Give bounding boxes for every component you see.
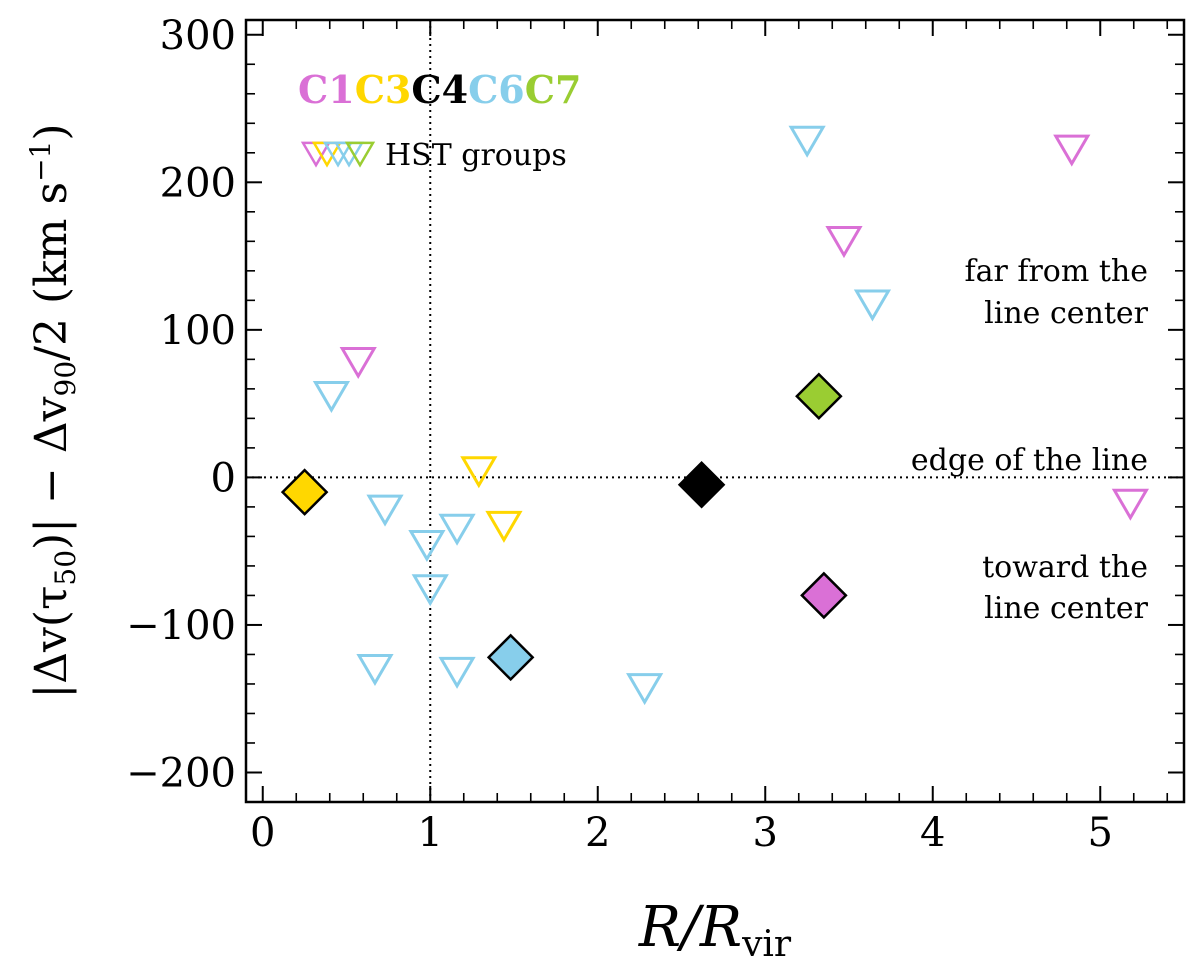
y-axis-title-part2: )| − Δv (26, 396, 77, 550)
point-c4-diamond (677, 461, 726, 509)
point-c6-hst-triangle (408, 530, 446, 563)
annotation-toward-line2: line center (984, 591, 1148, 626)
legend-entry-c4: C4 (411, 67, 468, 112)
point-c3-diamond (280, 468, 329, 516)
point-c6-diamond (486, 633, 535, 682)
x-axis-title-main: R/R (638, 895, 742, 960)
point-c3-hst-triangle (460, 456, 498, 489)
point-c6-hst-triangle (366, 494, 404, 527)
point-c6-hst-triangle (411, 574, 449, 607)
axis-ticks (246, 20, 1184, 803)
y-tick-label: 0 (211, 455, 236, 501)
annotations: far from the line center edge of the lin… (911, 254, 1149, 626)
legend-triangle-marker (344, 141, 376, 168)
x-tick-label: 5 (1088, 810, 1113, 856)
legend-groups: C1C3C4C6C7 (298, 67, 581, 112)
plot-frame (244, 18, 1186, 804)
y-tick-label: −200 (126, 750, 236, 796)
point-c6-hst-triangle (438, 656, 476, 689)
point-c1-hst-triangle (339, 347, 377, 380)
legend: C1C3C4C6C7 HST groups (298, 67, 581, 173)
annotation-far-line2: line center (984, 296, 1148, 331)
y-tick-label: 200 (160, 160, 236, 206)
x-tick-label: 3 (753, 810, 778, 856)
legend-entry-c6: C6 (468, 67, 525, 112)
y-axis-title-sup: −1 (24, 141, 57, 182)
x-tick-label: 4 (920, 810, 945, 856)
x-axis-title: R/Rvir (638, 895, 792, 965)
x-tick-label: 2 (585, 810, 610, 856)
point-c1-hst-triangle (1111, 488, 1150, 521)
point-c1-diamond (800, 571, 848, 620)
y-axis-title-sub1: 50 (49, 550, 82, 586)
point-c6-hst-triangle (312, 380, 351, 413)
legend-entry-c7: C7 (525, 67, 582, 112)
x-tick-label: 1 (418, 810, 443, 856)
y-tick-label: 300 (160, 13, 236, 59)
axis-tick-labels: 0 1 2 3 4 5 −200 −100 0 100 200 300 (126, 13, 1113, 856)
point-c6-hst-triangle (853, 289, 892, 322)
y-axis-title: |Δv(τ50)| − Δv90/2 (km s−1) (24, 123, 82, 698)
point-c6-hst-triangle (788, 125, 826, 158)
x-axis-title-sub: vir (741, 924, 792, 965)
legend-entry-c1: C1 (298, 67, 355, 112)
point-c3-hst-triangle (485, 510, 523, 543)
legend-hst-label: HST groups (385, 138, 567, 173)
point-c1-hst-triangle (825, 226, 863, 259)
legend-entry-c3: C3 (355, 67, 412, 112)
annotation-far-line1: far from the (965, 254, 1149, 289)
point-c1-hst-triangle (1053, 134, 1091, 167)
y-tick-label: −100 (126, 603, 236, 649)
y-tick-label: 100 (160, 308, 236, 354)
y-axis-title-close: ) (26, 123, 77, 140)
annotation-toward-line1: toward the (982, 550, 1148, 585)
annotation-edge: edge of the line (911, 443, 1148, 478)
y-axis-title-part3: /2 (km s (26, 182, 77, 361)
y-axis-title-part1: |Δv(τ (26, 586, 77, 699)
x-tick-label: 0 (250, 810, 275, 856)
legend-hst-markers (300, 141, 376, 168)
point-c7-diamond (795, 372, 843, 421)
point-c6-hst-triangle (438, 513, 476, 546)
point-c6-hst-triangle (626, 673, 664, 706)
point-c6-hst-triangle (356, 653, 394, 686)
data-marks (280, 125, 1150, 706)
y-axis-title-sub2: 90 (49, 361, 82, 397)
